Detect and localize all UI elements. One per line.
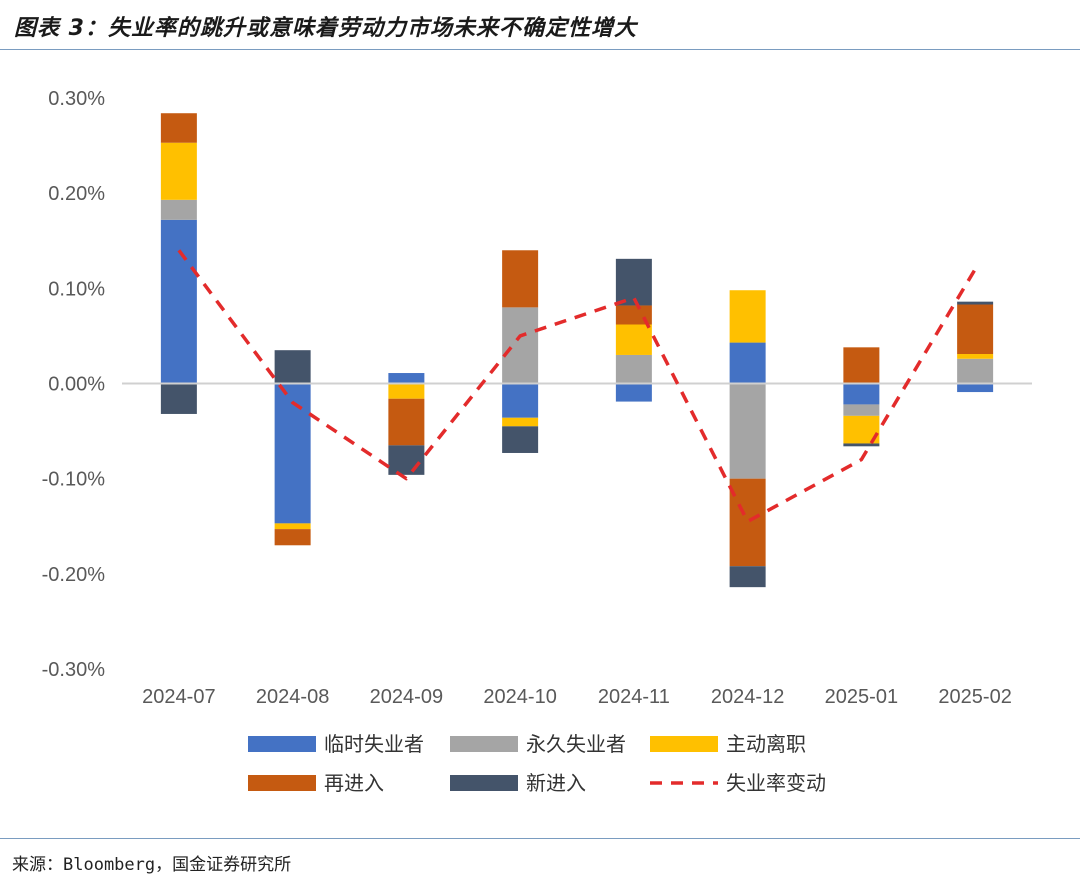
- bar-segment: [274, 523, 311, 530]
- bar-segment: [160, 142, 197, 200]
- bar-segment: [274, 350, 311, 384]
- y-tick-label: 0.10%: [48, 278, 105, 300]
- bar-segment: [957, 383, 994, 393]
- y-tick-label: 0.30%: [48, 88, 105, 110]
- bar-segment: [502, 307, 539, 384]
- bar-segment: [388, 373, 425, 384]
- bar-segment: [274, 529, 311, 546]
- legend-label: 再进入: [324, 771, 384, 795]
- bar-segment: [502, 417, 539, 427]
- legend-label: 失业率变动: [726, 771, 826, 795]
- bar-segment: [957, 353, 994, 359]
- bar-segment: [388, 398, 425, 446]
- chart-title: 图表 3：失业率的跳升或意味着劳动力市场未来不确定性增大: [14, 16, 637, 41]
- bar-segment: [729, 290, 766, 343]
- legend-swatch: [450, 775, 518, 791]
- bar-segment: [274, 383, 311, 524]
- x-tick-label: 2024-11: [598, 686, 670, 708]
- legend-swatch: [650, 736, 718, 752]
- unemployment-change-line: [177, 249, 977, 524]
- bar-segment: [729, 478, 766, 567]
- y-tick-label: -0.30%: [42, 659, 106, 681]
- bar-segment: [502, 383, 539, 418]
- bar-segment: [615, 305, 652, 325]
- legend-label: 主动离职: [726, 732, 806, 756]
- legend-label: 临时失业者: [324, 732, 424, 756]
- top-divider: [0, 49, 1080, 50]
- bar-segment: [502, 426, 539, 453]
- y-tick-label: -0.20%: [42, 564, 106, 586]
- bar-segment: [160, 113, 197, 143]
- bar-segment: [502, 250, 539, 308]
- bar-segment: [388, 445, 425, 475]
- bar-segment: [615, 258, 652, 306]
- legend-label: 新进入: [526, 771, 586, 795]
- x-tick-label: 2024-12: [711, 686, 784, 708]
- bottom-divider: [0, 838, 1080, 839]
- bar-segment: [729, 342, 766, 384]
- x-tick-label: 2025-02: [938, 686, 1011, 708]
- bar-segment: [160, 383, 197, 414]
- bar-segment: [843, 347, 880, 384]
- x-tick-label: 2024-08: [256, 686, 329, 708]
- bar-segment: [729, 566, 766, 588]
- bar-segment: [843, 443, 880, 447]
- x-tick-label: 2024-07: [142, 686, 215, 708]
- x-tick-label: 2024-09: [370, 686, 443, 708]
- bar-segment: [957, 304, 994, 354]
- bar-segment: [957, 301, 994, 305]
- y-tick-label: 0.20%: [48, 183, 105, 205]
- x-tick-label: 2024-10: [483, 686, 556, 708]
- bar-segment: [843, 404, 880, 416]
- bar-segment: [729, 383, 766, 479]
- bar-segment: [615, 354, 652, 384]
- bar-segment: [615, 324, 652, 355]
- bar-segment: [615, 383, 652, 402]
- y-tick-label: -0.10%: [42, 469, 106, 491]
- legend-label: 永久失业者: [526, 732, 626, 756]
- legend-swatch: [248, 736, 316, 752]
- x-tick-label: 2025-01: [825, 686, 898, 708]
- bar-segment: [957, 358, 994, 384]
- y-tick-label: 0.00%: [48, 374, 105, 396]
- bar-segment: [160, 219, 197, 384]
- bar-segment: [388, 383, 425, 399]
- bar-segment: [843, 383, 880, 405]
- bar-segment: [160, 199, 197, 220]
- legend-swatch: [248, 775, 316, 791]
- legend-swatch: [450, 736, 518, 752]
- source-note: 来源：Bloomberg，国金证券研究所: [12, 855, 292, 875]
